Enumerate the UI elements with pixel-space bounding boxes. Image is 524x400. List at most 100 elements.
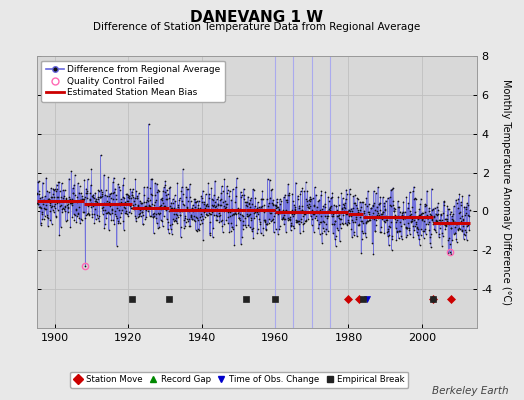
Point [369,210,377,216]
Point [128,192,136,198]
Point [265,208,274,214]
Point [401,215,409,222]
Point [139,212,147,218]
Point [342,222,351,228]
Point [142,199,150,205]
Point [80,176,89,183]
Point [456,215,464,221]
Point [397,223,406,230]
Point [409,217,418,224]
Point [48,203,57,210]
Point [54,199,63,206]
Point [168,221,177,227]
Point [55,232,63,238]
Point [223,201,231,207]
Point [403,225,411,231]
Point [211,204,220,210]
Point [433,207,442,214]
Point [353,195,362,201]
Point [279,207,287,213]
Point [399,214,408,220]
Point [49,191,57,197]
Point [330,202,338,208]
Point [263,196,271,202]
Point [316,218,324,225]
Point [300,217,309,224]
Point [293,196,302,202]
Point [444,206,453,212]
Point [344,219,352,226]
Point [246,196,254,203]
Point [420,218,428,224]
Point [216,202,224,208]
Point [48,220,56,227]
Point [97,189,106,195]
Point [387,219,396,226]
Point [345,186,354,192]
Point [90,201,98,208]
Point [156,209,165,216]
Point [57,194,66,201]
Point [120,204,128,210]
Point [282,199,291,205]
Point [447,213,456,220]
Point [401,225,410,231]
Point [311,208,320,215]
Point [283,216,292,223]
Point [141,206,150,213]
Point [398,210,407,216]
Point [93,215,102,221]
Point [202,203,210,209]
Point [130,198,138,205]
Point [325,208,333,214]
Point [255,204,263,210]
Point [278,208,286,215]
Point [84,210,93,216]
Point [461,227,469,233]
Point [59,205,67,212]
Point [161,182,170,188]
Point [104,174,113,180]
Point [198,213,206,219]
Point [88,211,96,218]
Point [132,215,140,222]
Point [134,203,142,209]
Point [362,234,370,240]
Point [37,210,46,217]
Point [161,178,169,184]
Point [69,190,77,196]
Point [194,205,202,211]
Point [203,211,212,218]
Point [411,209,420,216]
Point [254,199,262,206]
Point [199,216,208,222]
Point [450,220,458,226]
Point [308,222,316,228]
Point [407,218,416,225]
Point [53,207,62,213]
Point [244,222,253,228]
Point [414,236,423,242]
Point [206,210,215,217]
Point [106,203,115,209]
Point [412,224,421,230]
Point [72,198,80,205]
Point [241,222,249,228]
Point [342,187,351,193]
Point [152,180,161,187]
Point [427,212,435,218]
Point [102,210,111,216]
Point [383,217,391,224]
Point [199,188,207,194]
Point [430,214,438,220]
Point [455,224,463,231]
Point [48,207,57,213]
Point [399,198,408,205]
Point [375,200,384,206]
Point [370,227,379,234]
Point [42,198,51,204]
Point [390,208,398,214]
Point [408,188,417,194]
Point [82,190,90,196]
Point [391,216,400,222]
